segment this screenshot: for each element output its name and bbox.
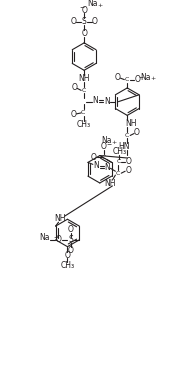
Text: −: − — [53, 234, 58, 239]
Text: −: − — [138, 75, 144, 80]
Text: O: O — [68, 225, 73, 234]
Text: Na: Na — [88, 0, 98, 8]
Text: C: C — [125, 133, 129, 138]
Text: C: C — [102, 155, 106, 160]
Text: O: O — [65, 251, 70, 260]
Text: CH₃: CH₃ — [112, 147, 126, 156]
Text: O: O — [55, 235, 61, 244]
Text: O: O — [92, 17, 98, 26]
Text: N: N — [92, 96, 98, 105]
Text: C: C — [117, 160, 121, 164]
Text: NH: NH — [105, 179, 116, 188]
Text: NH: NH — [125, 119, 137, 128]
Text: CH₃: CH₃ — [77, 120, 91, 129]
Text: Na: Na — [141, 73, 151, 82]
Text: O: O — [135, 75, 140, 84]
Text: N: N — [104, 97, 110, 106]
Text: C: C — [81, 110, 85, 115]
Text: +: + — [150, 76, 155, 81]
Text: O: O — [134, 128, 140, 137]
Text: O: O — [101, 142, 107, 151]
Text: O: O — [81, 6, 87, 14]
Text: −: − — [106, 141, 111, 146]
Text: O: O — [115, 73, 120, 82]
Text: C: C — [116, 171, 121, 176]
Text: O: O — [91, 152, 97, 161]
Text: NH: NH — [55, 214, 66, 223]
Text: S: S — [68, 235, 73, 244]
Text: O: O — [68, 246, 73, 255]
Text: Na: Na — [102, 136, 112, 146]
Text: −: − — [79, 5, 84, 9]
Text: HN: HN — [119, 142, 130, 151]
Text: N: N — [93, 161, 99, 170]
Text: O: O — [70, 17, 76, 26]
Text: Na: Na — [39, 233, 49, 242]
Text: N: N — [104, 163, 110, 172]
Text: O: O — [71, 83, 77, 92]
Text: C: C — [125, 77, 129, 82]
Text: O: O — [81, 29, 87, 38]
Text: NH: NH — [78, 74, 90, 83]
Text: S: S — [82, 17, 87, 26]
Text: CH₃: CH₃ — [60, 261, 75, 270]
Text: O: O — [70, 110, 76, 119]
Text: O: O — [125, 166, 131, 175]
Text: +: + — [97, 3, 102, 8]
Text: C: C — [82, 88, 86, 93]
Text: +: + — [111, 140, 116, 145]
Text: O: O — [126, 157, 132, 166]
